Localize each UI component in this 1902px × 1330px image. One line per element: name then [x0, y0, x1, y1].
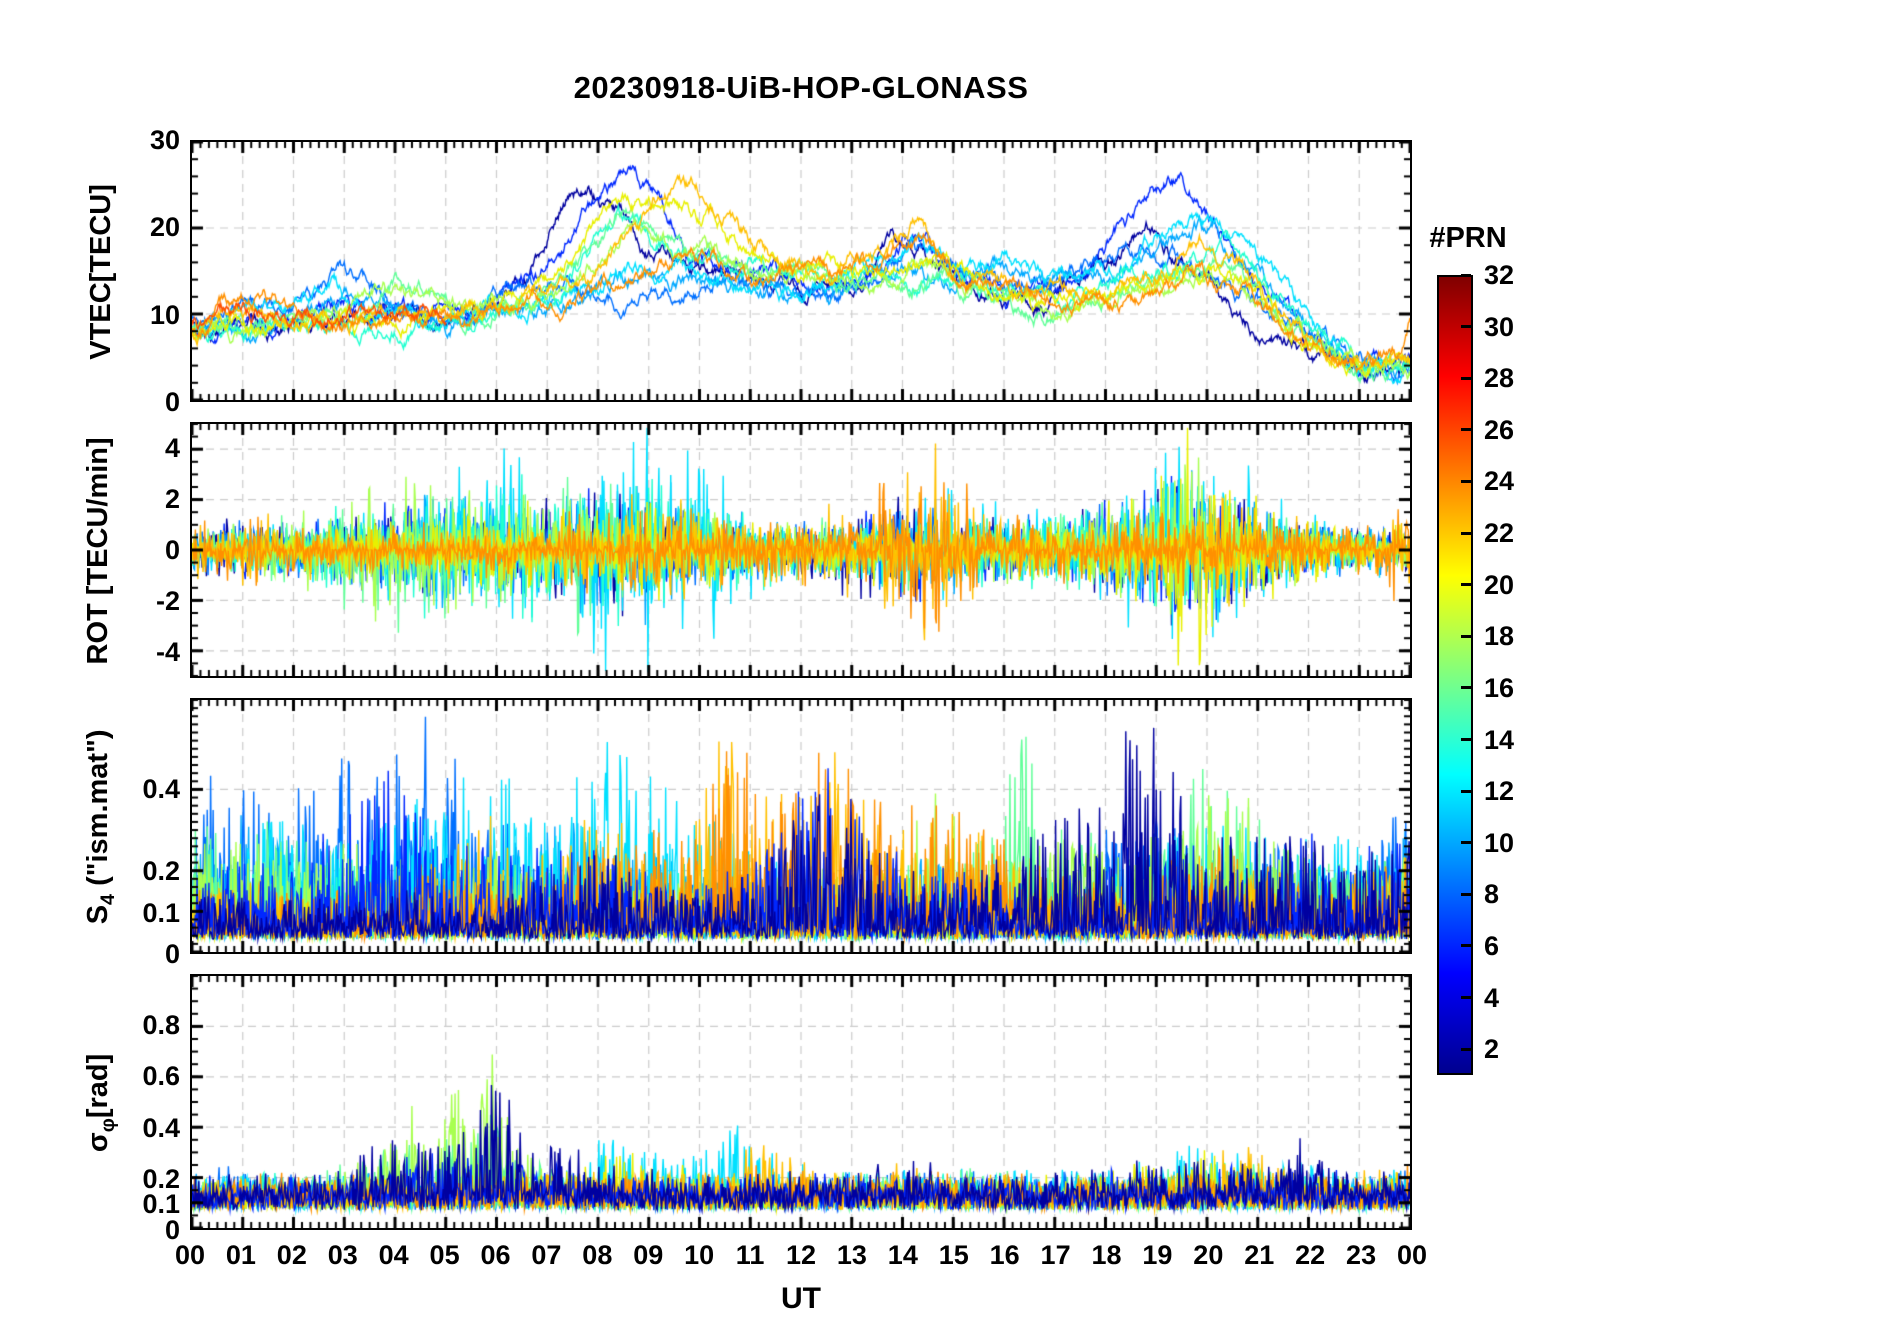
colorbar-tick-label: 12	[1484, 776, 1515, 807]
x-tick-label: 09	[633, 1240, 664, 1270]
colorbar-tick-label: 8	[1484, 879, 1500, 910]
y-tick-label: 4	[164, 432, 180, 463]
colorbar-tick-mark	[1461, 686, 1471, 690]
colorbar-tick-label: 32	[1484, 260, 1515, 290]
colorbar-tick-mark	[1461, 892, 1471, 896]
sigma-phi-panel	[190, 974, 1412, 1230]
y-tick-label: 0	[164, 939, 180, 969]
vtec-axis-label: VTEC[TECU]	[85, 184, 118, 360]
colorbar-tick-label: 6	[1484, 930, 1500, 961]
colorbar-tick-label: 10	[1484, 827, 1515, 858]
x-tick-label: 22	[1295, 1240, 1326, 1270]
y-tick-label: 0	[164, 535, 180, 565]
chart-title: 20230918-UiB-HOP-GLONASS	[573, 70, 1029, 105]
x-tick-label: 21	[1244, 1240, 1275, 1270]
x-tick-label: 10	[684, 1240, 715, 1270]
x-tick-label: 01	[225, 1240, 256, 1270]
vtec-plot-canvas	[192, 142, 1410, 400]
x-tick-label: 02	[276, 1240, 307, 1270]
y-tick-label: 2	[164, 483, 180, 514]
x-tick-label: 12	[785, 1240, 817, 1270]
colorbar-tick-mark	[1461, 634, 1471, 638]
x-tick-label: 19	[1142, 1240, 1173, 1270]
colorbar-tick-label: 30	[1484, 311, 1515, 342]
colorbar-tick-label: 2	[1484, 1034, 1500, 1065]
colorbar-label: #PRN	[1429, 222, 1507, 254]
y-tick-label: 0.8	[142, 1010, 180, 1041]
x-tick-label: 14	[887, 1240, 918, 1270]
colorbar-tick-label: 18	[1484, 621, 1515, 652]
colorbar-tick-mark	[1461, 479, 1471, 483]
colorbar-tick-label: 14	[1484, 724, 1515, 755]
colorbar-gradient	[1437, 275, 1473, 1075]
x-tick-label: 07	[531, 1240, 562, 1270]
x-tick-label: 03	[327, 1240, 358, 1270]
colorbar-tick-mark	[1461, 273, 1471, 277]
colorbar-tick-label: 22	[1484, 518, 1515, 549]
y-tick-label: 10	[149, 299, 180, 330]
y-tick-label: 0.1	[142, 897, 180, 928]
rot-plot-canvas	[192, 424, 1410, 676]
y-tick-label: 20	[149, 212, 180, 243]
y-tick-label: -2	[155, 586, 180, 617]
colorbar-tick-mark	[1461, 325, 1471, 329]
x-tick-label: 16	[989, 1240, 1020, 1270]
colorbar-tick-mark	[1461, 841, 1471, 845]
x-tick-label: 20	[1193, 1240, 1224, 1270]
sigma-phi-plot-canvas	[192, 976, 1410, 1228]
colorbar-tick-mark	[1461, 738, 1471, 742]
colorbar-tick-mark	[1461, 996, 1471, 1000]
colorbar-tick-mark	[1461, 789, 1471, 793]
colorbar-tick-label: 20	[1484, 569, 1515, 600]
x-tick-label: 15	[938, 1240, 969, 1270]
colorbar-tick-label: 24	[1484, 466, 1515, 497]
y-tick-label: 30	[149, 125, 180, 155]
vtec-panel	[190, 140, 1412, 402]
rot-panel	[190, 422, 1412, 678]
colorbar-tick-mark	[1461, 1047, 1471, 1051]
colorbar-tick-mark	[1461, 428, 1471, 432]
x-tick-label: 18	[1091, 1240, 1122, 1270]
x-tick-label: 06	[480, 1240, 511, 1270]
colorbar-tick-label: 16	[1484, 672, 1515, 703]
x-tick-label: 05	[429, 1240, 460, 1270]
s4-plot-canvas	[192, 700, 1410, 952]
x-tick-label: 23	[1346, 1240, 1377, 1270]
x-tick-label: 08	[582, 1240, 613, 1270]
x-tick-label: 17	[1040, 1240, 1071, 1270]
colorbar-tick-label: 4	[1484, 982, 1500, 1013]
colorbar-tick-mark	[1461, 531, 1471, 535]
x-tick-label: 00	[174, 1240, 206, 1270]
y-tick-label: 0.1	[142, 1189, 180, 1220]
y-tick-label: -4	[155, 637, 180, 668]
x-tick-label: 11	[735, 1240, 765, 1270]
y-tick-label: 0.2	[142, 1163, 180, 1194]
x-tick-label: 00	[1396, 1240, 1428, 1270]
x-axis-label: UT	[781, 1282, 821, 1315]
colorbar-tick-label: 26	[1484, 414, 1515, 445]
colorbar-tick-label: 28	[1484, 363, 1515, 394]
colorbar-tick-mark	[1461, 583, 1471, 587]
y-tick-label: 0.4	[142, 1112, 180, 1143]
y-tick-label: 0.2	[142, 856, 180, 887]
x-tick-label: 04	[378, 1240, 409, 1270]
y-tick-label: 0.4	[142, 773, 180, 804]
s4-panel	[190, 698, 1412, 954]
colorbar-tick-mark	[1461, 376, 1471, 380]
y-tick-label: 0	[164, 387, 180, 417]
y-tick-label: 0	[164, 1215, 180, 1245]
x-tick-label: 13	[836, 1240, 867, 1270]
colorbar-tick-mark	[1461, 944, 1471, 948]
y-tick-label: 0.6	[142, 1061, 180, 1092]
